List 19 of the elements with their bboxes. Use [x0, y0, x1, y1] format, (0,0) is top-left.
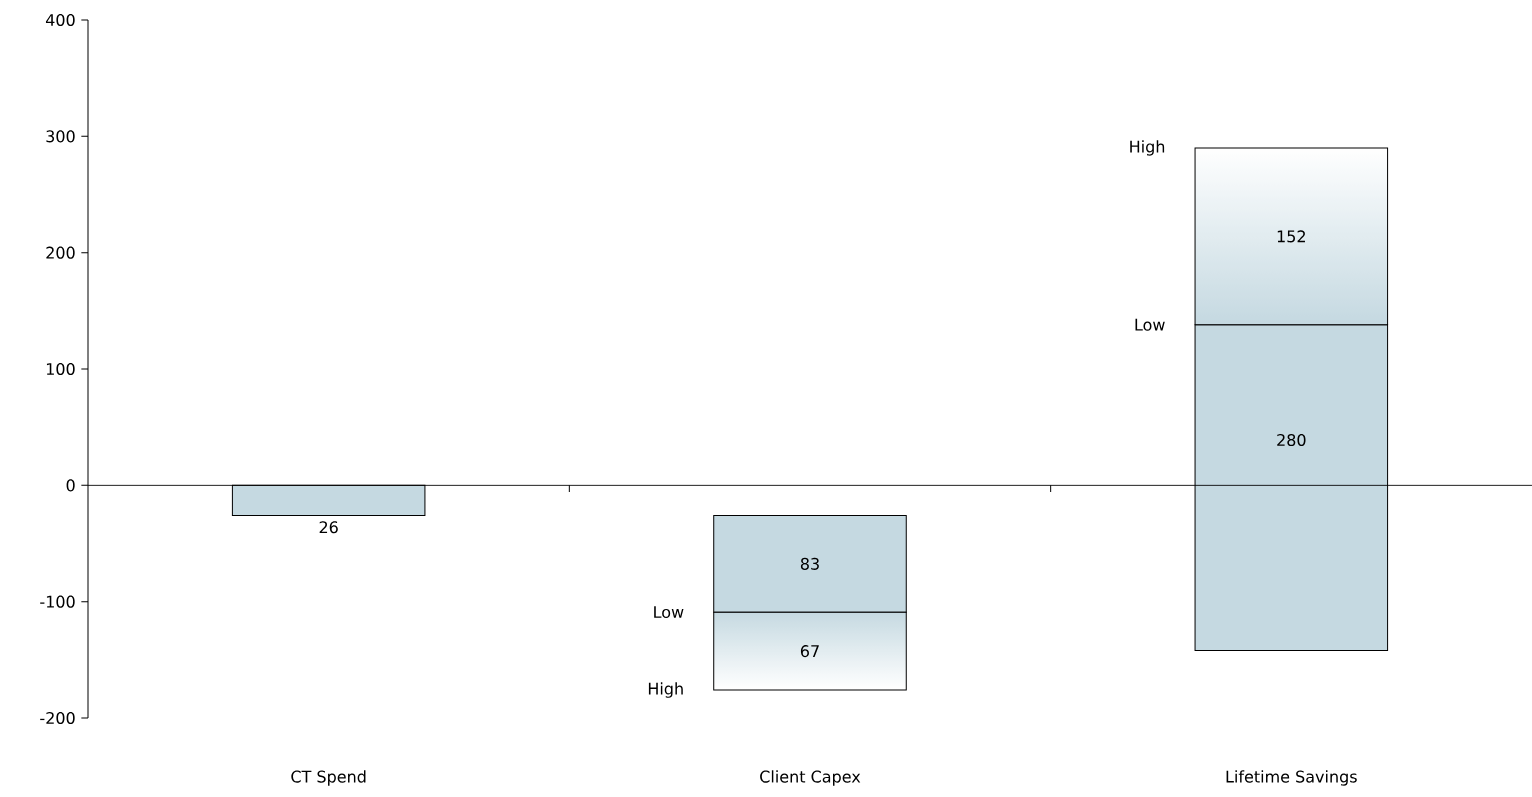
annotation: High — [1130, 140, 1165, 156]
y-tick-label: -100 — [40, 595, 75, 608]
x-tick-label: CT Spend — [291, 770, 366, 786]
y-tick-label: 400 — [45, 13, 75, 27]
annotation: Low — [654, 606, 684, 619]
y-tick-label: 100 — [46, 362, 75, 376]
data-label: 280 — [1277, 433, 1306, 447]
data-label: 67 — [800, 645, 819, 658]
x-tick-label: Client Capex — [760, 770, 861, 786]
data-label: 83 — [800, 557, 819, 570]
data-label: 152 — [1277, 230, 1305, 243]
annotation: Low — [1135, 318, 1165, 331]
y-tick-label: 200 — [46, 246, 75, 259]
data-label: 26 — [319, 521, 338, 534]
y-tick-label: -200 — [40, 711, 75, 725]
y-tick-label: 300 — [46, 130, 75, 143]
y-tick-label: 0 — [66, 479, 75, 492]
annotation: High — [648, 682, 683, 698]
x-tick-label: Lifetime Savings — [1226, 770, 1357, 786]
